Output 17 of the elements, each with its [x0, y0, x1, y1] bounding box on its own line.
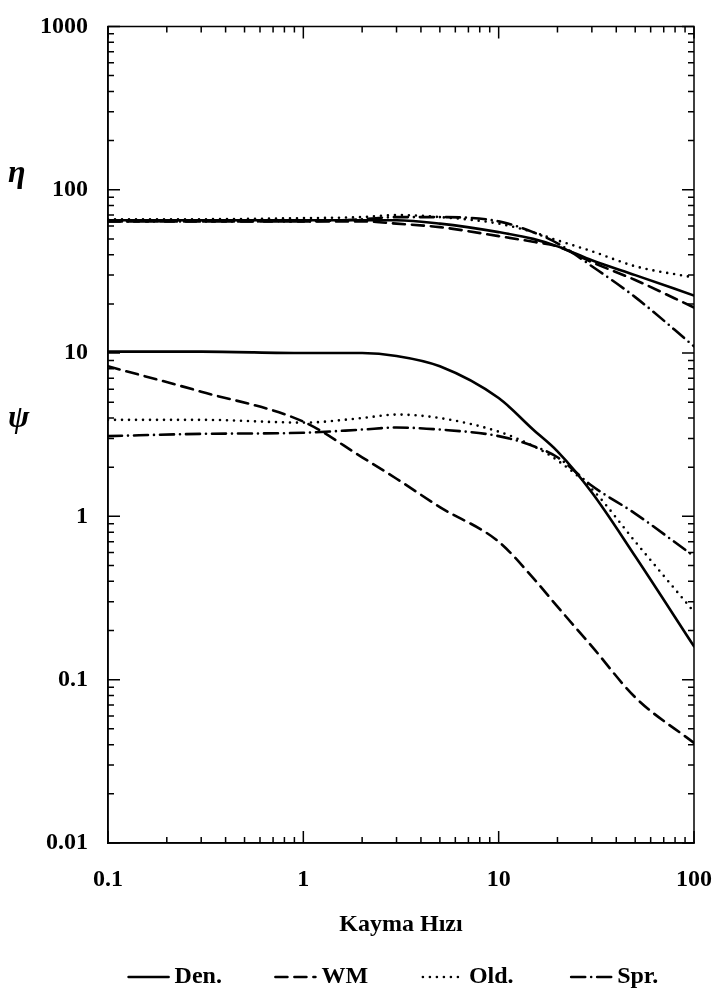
legend-label: WM — [321, 962, 369, 989]
x-axis-title: Kayma Hızı — [339, 909, 463, 936]
x-tick-label: 0.1 — [93, 864, 123, 891]
y-tick-label: 0.01 — [46, 828, 88, 855]
y-tick-label: 10 — [64, 338, 88, 365]
y-tick-label: 1 — [76, 501, 88, 528]
y-tick-label: 100 — [52, 174, 88, 201]
legend-label: Den. — [174, 962, 222, 989]
x-tick-label: 10 — [486, 864, 511, 891]
x-tick-label: 1 — [297, 864, 310, 891]
legend-label: Old. — [468, 962, 514, 989]
legend-label: Spr. — [617, 962, 659, 989]
y-tick-label: 1000 — [40, 11, 88, 38]
x-tick-label: 100 — [676, 864, 712, 891]
y-tick-label: 0.1 — [58, 664, 88, 691]
text: ψ — [8, 397, 30, 434]
text: η — [8, 152, 26, 189]
